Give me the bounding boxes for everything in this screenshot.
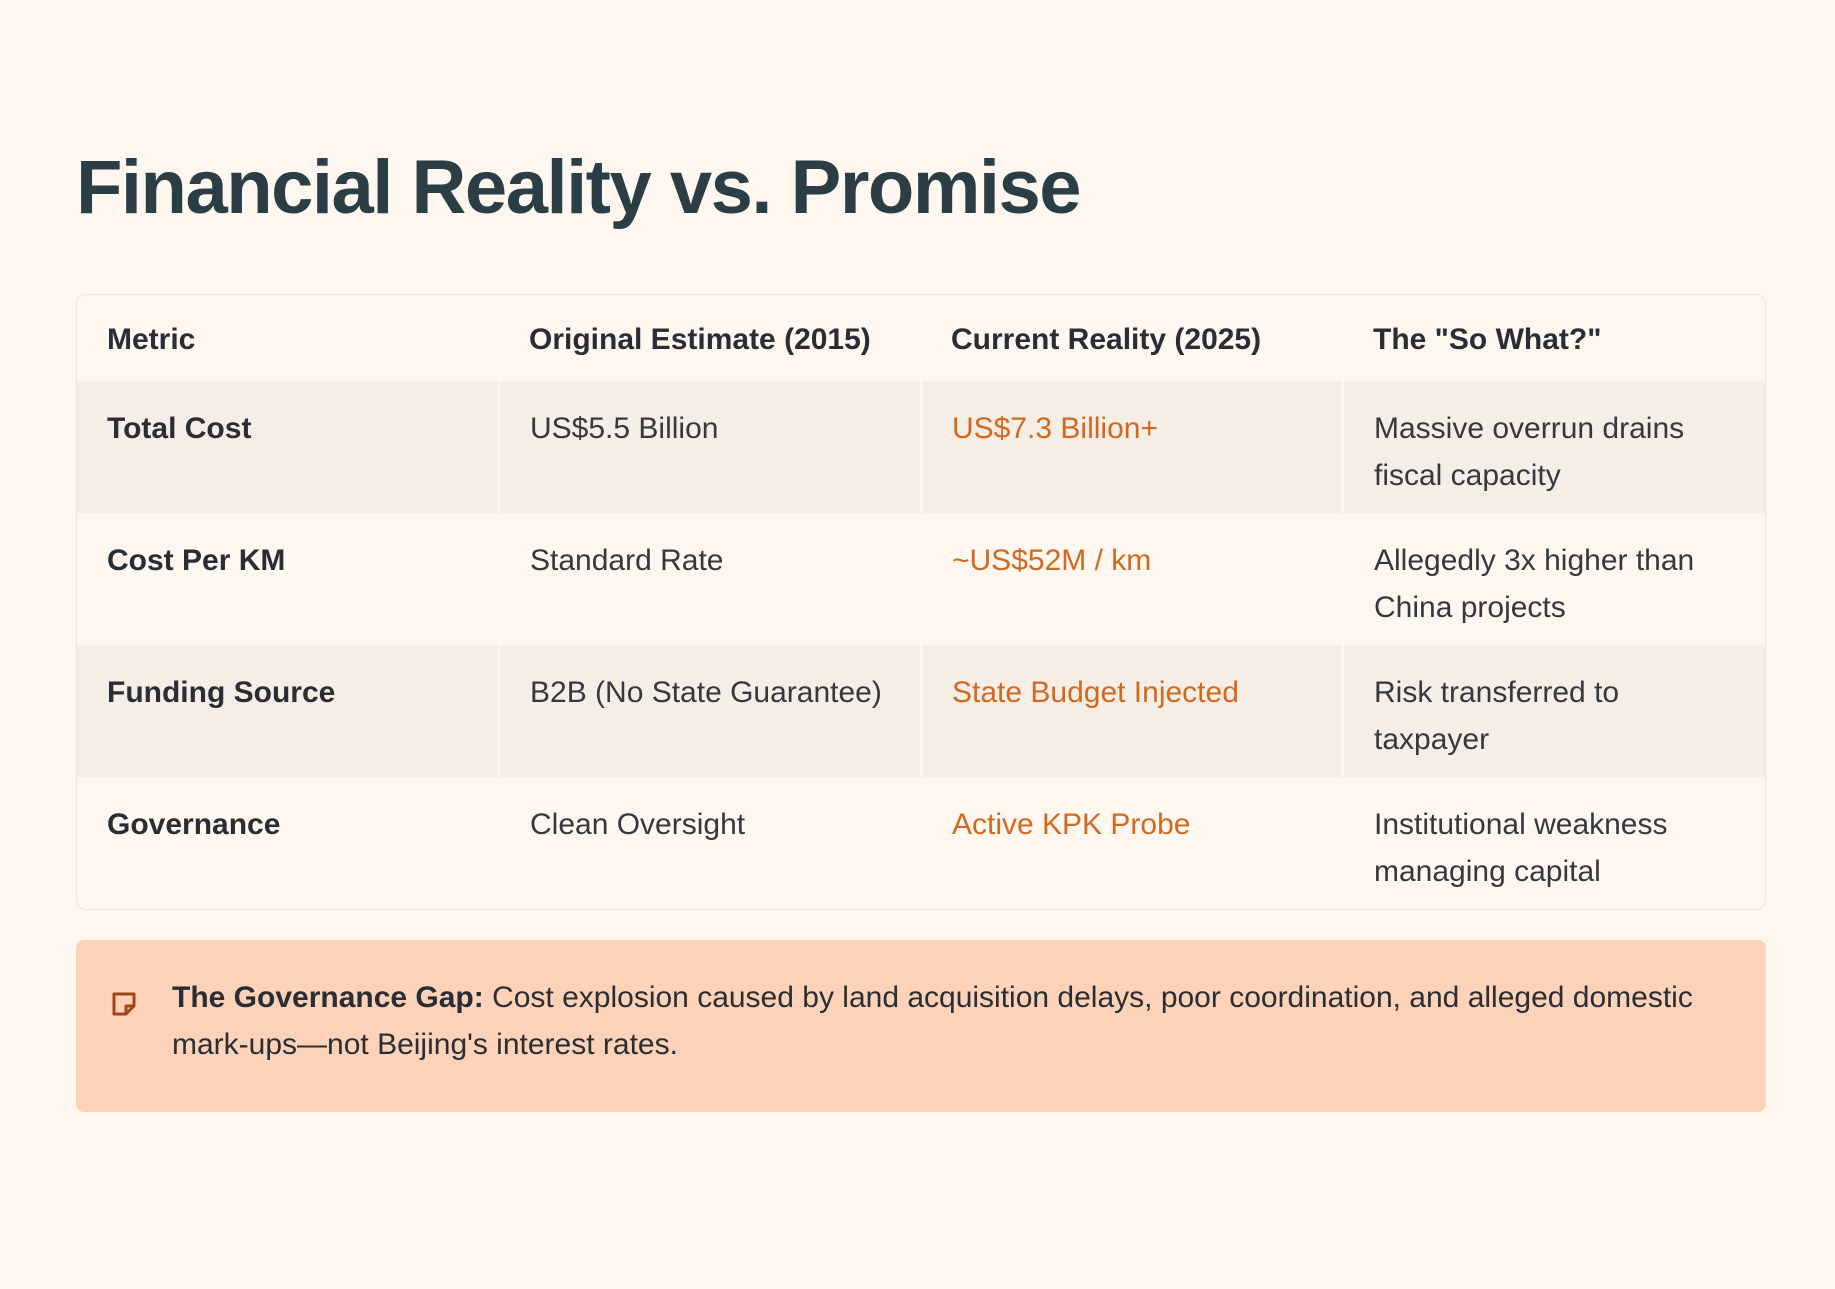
metric-cell: Cost Per KM	[107, 544, 286, 577]
original-cell: US$5.5 Billion	[498, 381, 921, 513]
callout-body: Cost explosion caused by land acquisitio…	[172, 981, 1693, 1061]
reality-cell: US$7.3 Billion+	[920, 381, 1343, 513]
comparison-table: Metric Original Estimate (2015) Current …	[76, 294, 1766, 910]
metric-cell: Governance	[107, 808, 281, 841]
original-cell: B2B (No State Guarantee)	[498, 645, 921, 777]
reality-cell: ~US$52M / km	[920, 513, 1343, 645]
page-title: Financial Reality vs. Promise	[76, 145, 1082, 230]
header-original-estimate: Original Estimate (2015)	[529, 322, 871, 356]
header-metric: Metric	[107, 322, 196, 356]
callout-label: The Governance Gap:	[172, 981, 484, 1014]
note-icon	[112, 992, 136, 1016]
table-row: Cost Per KM Standard Rate ~US$52M / km A…	[77, 513, 1765, 645]
governance-gap-callout: The Governance Gap: Cost explosion cause…	[76, 940, 1766, 1112]
original-cell: Standard Rate	[498, 513, 921, 645]
metric-cell: Funding Source	[77, 645, 499, 777]
so-what-cell: Allegedly 3x higher than China projects	[1342, 513, 1765, 645]
reality-cell: Active KPK Probe	[920, 777, 1343, 909]
callout-text: The Governance Gap: Cost explosion cause…	[172, 974, 1706, 1068]
so-what-cell: Institutional weakness managing capital	[1342, 777, 1765, 909]
header-current-reality: Current Reality (2025)	[951, 322, 1262, 356]
table-row: Governance Clean Oversight Active KPK Pr…	[77, 777, 1765, 909]
metric-cell: Total Cost	[77, 381, 499, 513]
table-row: Funding Source B2B (No State Guarantee) …	[77, 645, 1765, 777]
reality-cell: State Budget Injected	[920, 645, 1343, 777]
so-what-cell: Risk transferred to taxpayer	[1342, 645, 1765, 777]
so-what-cell: Massive overrun drains fiscal capacity	[1342, 381, 1765, 513]
header-so-what: The "So What?"	[1373, 322, 1602, 356]
original-cell: Clean Oversight	[498, 777, 921, 909]
table-header-row: Metric Original Estimate (2015) Current …	[77, 295, 1765, 381]
table-row: Total Cost US$5.5 Billion US$7.3 Billion…	[77, 381, 1765, 513]
